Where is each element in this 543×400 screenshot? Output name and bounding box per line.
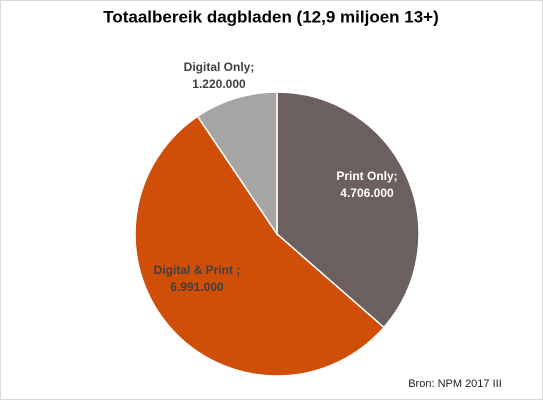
slice-category-label: Digital & Print ; (154, 263, 241, 277)
chart-title: Totaalbereik dagbladen (12,9 miljoen 13+… (103, 7, 439, 26)
slice-value-label: 4.706.000 (340, 186, 394, 200)
slice-category-label: Digital Only; (184, 60, 255, 74)
pie-slice (276, 91, 420, 329)
slice-value-label: 6.991.000 (170, 280, 224, 294)
source-note: Bron: NPM 2017 III (408, 378, 502, 390)
slice-value-label: 1.220.000 (192, 77, 246, 91)
pie-slice (134, 115, 385, 377)
slice-category-label: Print Only; (336, 169, 397, 183)
pie-slice (196, 91, 278, 237)
